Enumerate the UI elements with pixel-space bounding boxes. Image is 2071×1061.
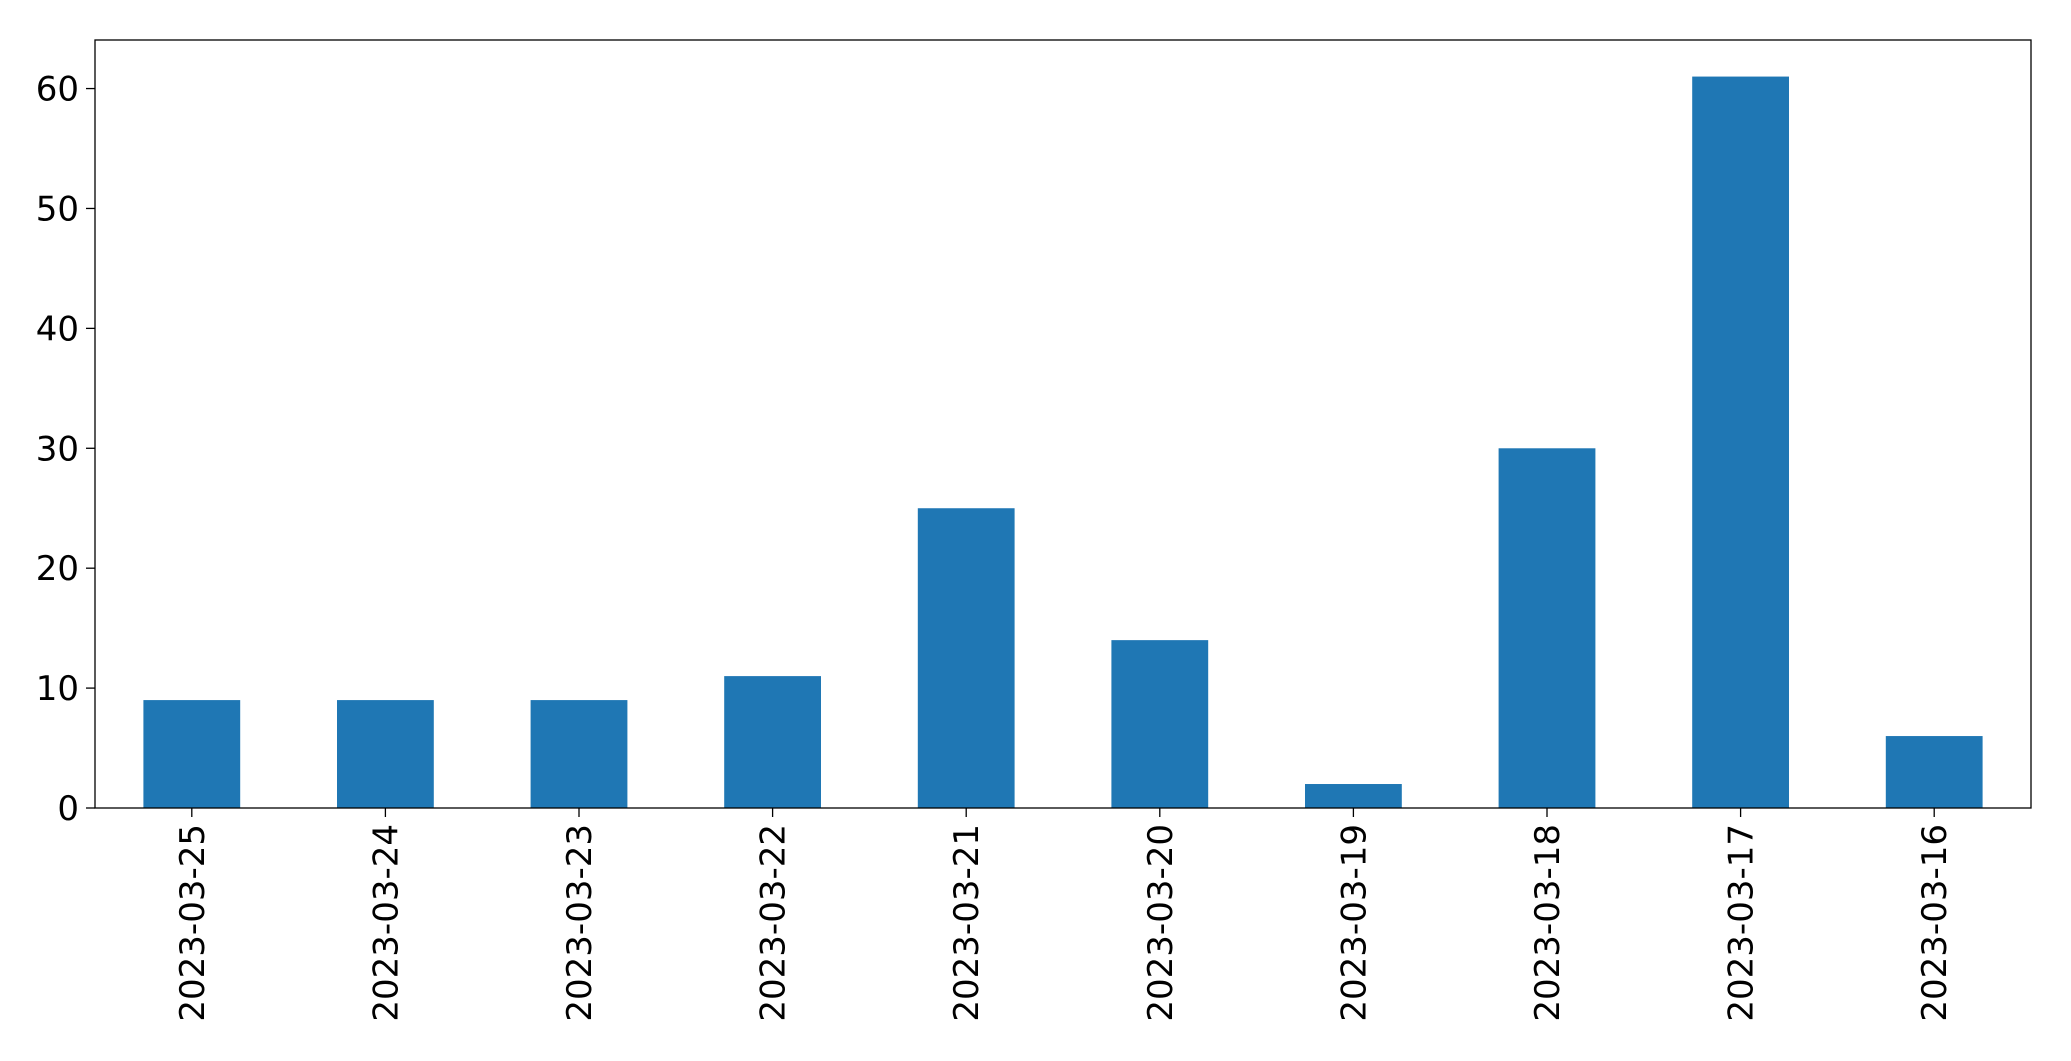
bar bbox=[1498, 448, 1596, 808]
y-tick-label: 40 bbox=[36, 309, 79, 349]
bar bbox=[724, 676, 821, 808]
x-tick-label: 2023-03-23 bbox=[560, 824, 600, 1022]
x-tick-label: 2023-03-18 bbox=[1528, 824, 1568, 1022]
y-tick-label: 30 bbox=[36, 429, 79, 469]
bar bbox=[1305, 784, 1402, 808]
bar bbox=[1885, 736, 1983, 808]
bar bbox=[917, 508, 1015, 808]
bar bbox=[1111, 640, 1209, 808]
bar bbox=[1692, 76, 1789, 809]
y-tick-label: 0 bbox=[57, 789, 79, 829]
x-tick-label: 2023-03-16 bbox=[1915, 824, 1955, 1022]
x-tick-label: 2023-03-24 bbox=[366, 824, 406, 1022]
x-tick-label: 2023-03-17 bbox=[1722, 824, 1762, 1022]
bar bbox=[530, 700, 628, 808]
x-tick-label: 2023-03-25 bbox=[173, 824, 213, 1022]
y-tick-label: 60 bbox=[36, 70, 79, 110]
x-tick-label: 2023-03-22 bbox=[754, 824, 794, 1022]
x-tick-label: 2023-03-20 bbox=[1141, 824, 1181, 1022]
x-tick-label: 2023-03-19 bbox=[1334, 824, 1374, 1022]
bar bbox=[337, 700, 434, 808]
y-tick-label: 50 bbox=[36, 189, 79, 229]
y-tick-label: 20 bbox=[36, 549, 79, 589]
axes-frame bbox=[94, 39, 2032, 809]
x-tick-label: 2023-03-21 bbox=[947, 824, 987, 1022]
plot-area bbox=[143, 76, 1983, 809]
y-tick-label: 10 bbox=[36, 669, 79, 709]
bar bbox=[143, 700, 241, 808]
